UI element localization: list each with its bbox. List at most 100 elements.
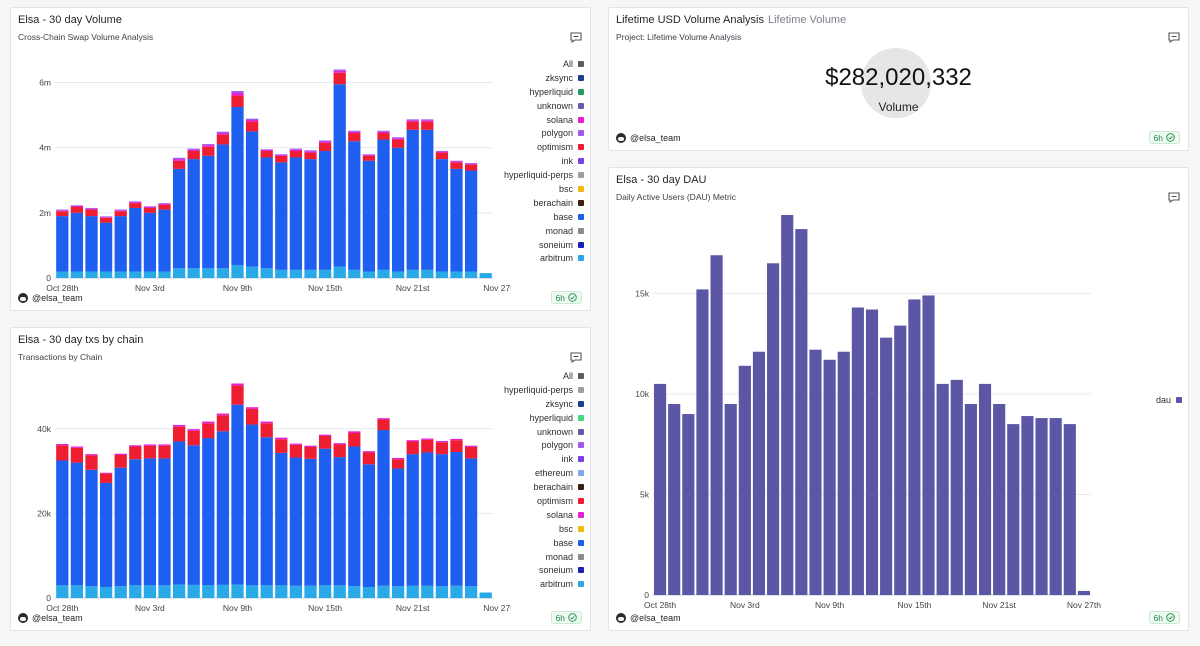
check-circle-icon [1166, 133, 1175, 142]
legend-item-monad[interactable]: monad [504, 550, 584, 564]
freshness-badge[interactable]: 6h [1148, 611, 1180, 624]
bar-segment-solana [114, 210, 127, 212]
legend-item-optimism[interactable]: optimism [504, 494, 584, 508]
bar-segment-arbitrum [377, 585, 390, 598]
bar-segment-optimism [260, 150, 273, 158]
bar-segment-arbitrum [260, 268, 273, 278]
legend-item-polygon[interactable]: polygon [504, 438, 584, 452]
bar-segment-solana [406, 440, 419, 442]
legend-item-zksync[interactable]: zksync [504, 397, 584, 411]
legend-item-unknown[interactable]: unknown [504, 99, 584, 113]
bar-segment-arbitrum [172, 584, 186, 598]
legend-swatch [578, 60, 584, 67]
legend-item-ink[interactable]: ink [504, 452, 584, 466]
legend-item-bsc[interactable]: bsc [504, 522, 584, 536]
legend-item-unknown[interactable]: unknown [504, 425, 584, 439]
legend-item-hyperliquid-perps[interactable]: hyperliquid-perps [504, 168, 584, 182]
comment-icon[interactable] [1168, 192, 1180, 203]
freshness-badge[interactable]: 6h [1148, 131, 1180, 144]
legend-item-bsc[interactable]: bsc [504, 182, 584, 196]
txs-chart-card: Elsa - 30 day txs by chain Transactions … [10, 327, 591, 631]
bar-segment-base [129, 207, 142, 272]
legend-swatch [578, 102, 584, 109]
legend-item-arbitrum[interactable]: arbitrum [504, 577, 584, 591]
bar-segment-arbitrum [85, 271, 98, 278]
author-link[interactable]: @elsa_team [18, 293, 83, 303]
legend-item-hyperliquid[interactable]: hyperliquid [504, 411, 584, 425]
bar-segment-polygon [406, 119, 419, 121]
bar-segment-base [245, 424, 259, 586]
legend-item-soneium[interactable]: soneium [504, 238, 584, 252]
legend-item-base[interactable]: base [504, 210, 584, 224]
comment-icon[interactable] [570, 32, 582, 43]
bar-segment-polygon [216, 131, 230, 134]
legend-item-berachain[interactable]: berachain [504, 196, 584, 210]
bar-segment-base [362, 160, 376, 272]
bar-segment-arbitrum [450, 271, 463, 278]
legend-item-base[interactable]: base [504, 536, 584, 550]
y-tick-label: 0 [644, 590, 649, 600]
legend-swatch [578, 525, 584, 532]
freshness-badge[interactable]: 6h [550, 291, 582, 304]
badge-label: 6h [1153, 132, 1163, 143]
bar-segment-solana [99, 472, 113, 474]
legend-item-zksync[interactable]: zksync [504, 71, 584, 85]
legend-item-hyperliquid[interactable]: hyperliquid [504, 85, 584, 99]
counter-background [861, 48, 931, 118]
legend-item-hyperliquid-perps[interactable]: hyperliquid-perps [504, 383, 584, 397]
legend-swatch [578, 442, 584, 449]
freshness-badge[interactable]: 6h [550, 611, 582, 624]
bar-segment-base [114, 467, 127, 587]
legend-item-All[interactable]: All [504, 57, 584, 71]
legend-item-soneium[interactable]: soneium [504, 563, 584, 577]
bar-segment-arbitrum [479, 592, 492, 598]
legend-item-monad[interactable]: monad [504, 224, 584, 238]
bar-segment-dau [1063, 424, 1076, 595]
bar-segment-solana [377, 418, 390, 420]
legend-item-solana[interactable]: solana [504, 113, 584, 127]
card-title[interactable]: Elsa - 30 day DAU [616, 174, 707, 186]
author-link[interactable]: @elsa_team [616, 133, 681, 143]
legend-item-ink[interactable]: ink [504, 154, 584, 168]
legend-item-solana[interactable]: solana [504, 508, 584, 522]
card-title[interactable]: Elsa - 30 day Volume [18, 14, 122, 26]
comment-icon[interactable] [570, 352, 582, 363]
bar-segment-base [70, 462, 84, 586]
legend-swatch [578, 484, 584, 491]
bar-segment-solana [143, 444, 157, 446]
comment-icon[interactable] [1168, 32, 1180, 43]
legend-label: base [553, 537, 573, 548]
bar-segment-optimism [304, 152, 317, 160]
legend-item-arbitrum[interactable]: arbitrum [504, 251, 584, 265]
bar-segment-optimism [289, 150, 303, 158]
legend-item-berachain[interactable]: berachain [504, 480, 584, 494]
author-link[interactable]: @elsa_team [18, 613, 83, 623]
legend-swatch [578, 130, 584, 137]
bar-segment-polygon [260, 149, 273, 150]
bar-segment-optimism [114, 455, 127, 468]
bar-segment-base [260, 437, 273, 586]
legend-item-polygon[interactable]: polygon [504, 126, 584, 140]
bar-segment-arbitrum [464, 586, 478, 598]
bar-segment-solana [245, 120, 259, 122]
legend-item-ethereum[interactable]: ethereum [504, 466, 584, 480]
card-title[interactable]: Elsa - 30 day txs by chain [18, 334, 144, 346]
bar-segment-solana [391, 457, 405, 460]
legend-label: All [562, 370, 573, 381]
lifetime-volume-label: Volume [878, 100, 919, 114]
bar-segment-solana [289, 443, 303, 445]
x-tick-label: Nov 27th [1067, 600, 1101, 610]
bar-segment-optimism [391, 459, 405, 469]
legend-swatch [578, 241, 584, 248]
bar-segment-optimism [143, 207, 157, 213]
legend-item-optimism[interactable]: optimism [504, 140, 584, 154]
legend-item-dau[interactable]: dau [1156, 393, 1182, 407]
bar-segment-polygon [245, 118, 259, 121]
bar-segment-arbitrum [129, 585, 142, 598]
card-title[interactable]: Lifetime USD Volume Analysis Lifetime Vol… [616, 14, 846, 26]
legend-item-All[interactable]: All [504, 369, 584, 383]
bar-segment-arbitrum [114, 271, 127, 278]
bar-segment-polygon [391, 137, 405, 139]
bar-segment-polygon [275, 154, 288, 155]
author-link[interactable]: @elsa_team [616, 613, 681, 623]
